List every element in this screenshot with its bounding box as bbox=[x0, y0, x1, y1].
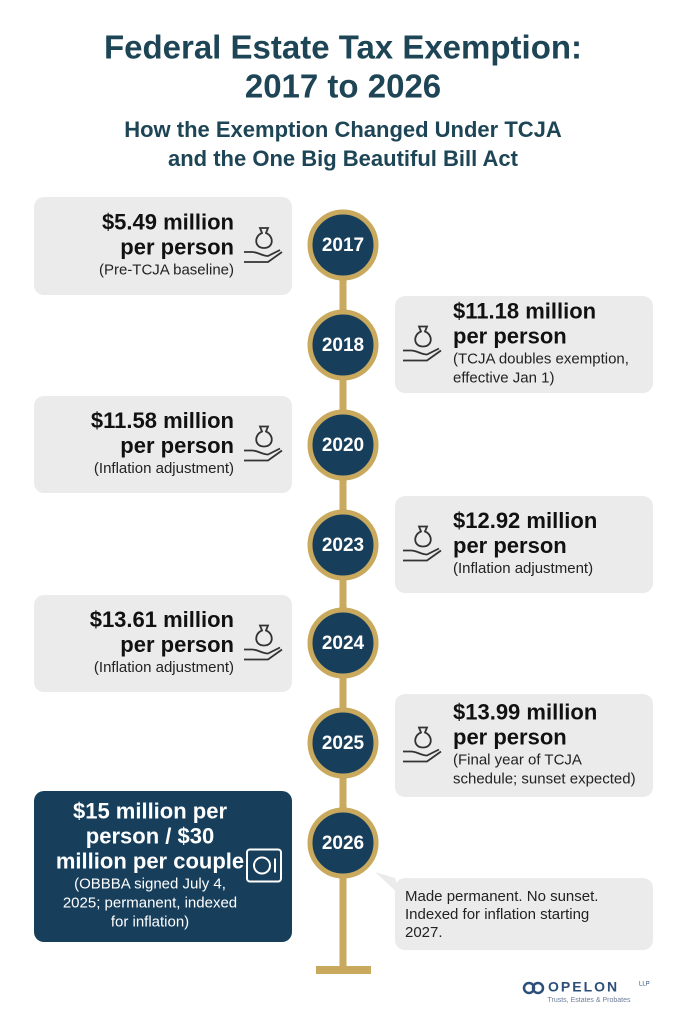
logo: OPELON LLP Trusts, Estates & Probates bbox=[522, 979, 650, 1004]
event-amount: $5.49 million bbox=[102, 209, 234, 234]
event-card bbox=[395, 296, 653, 393]
callout-text: Indexed for inflation starting bbox=[405, 906, 589, 923]
event-card bbox=[34, 595, 292, 692]
event-amount: person / $30 bbox=[86, 823, 214, 848]
title: Federal Estate Tax Exemption: bbox=[104, 29, 582, 66]
logo-tagline: Trusts, Estates & Probates bbox=[548, 997, 631, 1004]
icon bbox=[246, 848, 282, 883]
year-node bbox=[307, 309, 379, 381]
event-amount: $12.92 million bbox=[453, 508, 597, 533]
year-node bbox=[307, 409, 379, 481]
icon-hand bbox=[244, 249, 283, 263]
year-node bbox=[307, 509, 379, 581]
year-label: 2023 bbox=[322, 535, 364, 556]
event-note: (Inflation adjustment) bbox=[453, 560, 593, 577]
event-amount: per person bbox=[120, 433, 234, 458]
event-card bbox=[34, 197, 292, 295]
year-label: 2018 bbox=[322, 335, 364, 356]
year-label: 2017 bbox=[322, 235, 364, 256]
event-amount: per person bbox=[120, 632, 234, 657]
event-note: effective Jan 1) bbox=[453, 369, 554, 386]
icon-bag bbox=[255, 227, 273, 249]
icon-bag bbox=[255, 425, 273, 448]
event-amount: per person bbox=[453, 724, 567, 749]
event-note: (Inflation adjustment) bbox=[94, 659, 234, 676]
event-note: 2025; permanent, indexed bbox=[63, 894, 237, 911]
year-label: 2026 bbox=[322, 833, 364, 854]
logo-suffix: LLP bbox=[639, 982, 650, 988]
subtitle: How the Exemption Changed Under TCJA bbox=[124, 117, 562, 142]
icon-hand bbox=[403, 748, 442, 763]
callout-text: 2027. bbox=[405, 924, 443, 941]
timeline-base bbox=[316, 966, 371, 974]
callout-pointer bbox=[375, 872, 400, 895]
year-label: 2020 bbox=[322, 435, 364, 456]
icon-bag bbox=[414, 525, 432, 548]
icon-hand bbox=[244, 646, 283, 661]
logo-mark bbox=[531, 981, 545, 995]
icon bbox=[403, 325, 442, 362]
event-note: (Pre-TCJA baseline) bbox=[99, 261, 234, 278]
event-note: schedule; sunset expected) bbox=[453, 770, 636, 787]
icon-safe bbox=[246, 848, 282, 883]
icon-hand bbox=[244, 447, 283, 462]
year-node bbox=[307, 209, 379, 281]
logo-name: OPELON bbox=[548, 979, 619, 995]
callout-text: Made permanent. No sunset. bbox=[405, 888, 598, 905]
event-card bbox=[34, 396, 292, 493]
icon-bag bbox=[414, 726, 432, 749]
event-amount: $15 million per bbox=[73, 798, 227, 823]
event-amount: million per couple bbox=[56, 848, 244, 873]
event-amount: per person bbox=[453, 323, 567, 348]
event-note: (OBBBA signed July 4, bbox=[74, 875, 226, 892]
icon-bag bbox=[255, 624, 273, 647]
year-node bbox=[307, 707, 379, 779]
year-node bbox=[307, 607, 379, 679]
event-amount: $11.18 million bbox=[453, 298, 596, 323]
year-label: 2024 bbox=[322, 633, 365, 654]
icon bbox=[244, 227, 283, 263]
event-note: for inflation) bbox=[111, 913, 189, 930]
icon-hand bbox=[403, 347, 442, 362]
title: 2017 to 2026 bbox=[245, 68, 441, 105]
highlight-card bbox=[34, 791, 292, 942]
icon-hand bbox=[403, 547, 442, 562]
event-amount: $13.61 million bbox=[90, 607, 234, 632]
event-note: (TCJA doubles exemption, bbox=[453, 350, 629, 367]
event-amount: per person bbox=[120, 234, 234, 259]
event-note: (Inflation adjustment) bbox=[94, 460, 234, 477]
event-card bbox=[395, 694, 653, 797]
event-amount: $11.58 million bbox=[91, 408, 234, 433]
icon-dial bbox=[253, 856, 271, 875]
icon-bag bbox=[414, 325, 432, 348]
year-label: 2025 bbox=[322, 733, 365, 754]
icon bbox=[244, 425, 283, 462]
event-card bbox=[395, 496, 653, 593]
event-amount: $13.99 million bbox=[453, 699, 597, 724]
icon bbox=[244, 624, 283, 661]
icon bbox=[403, 525, 442, 562]
event-amount: per person bbox=[453, 533, 567, 558]
callout-card bbox=[395, 878, 653, 950]
year-node bbox=[307, 807, 379, 879]
icon bbox=[403, 726, 442, 763]
subtitle: and the One Big Beautiful Bill Act bbox=[168, 146, 519, 171]
event-note: (Final year of TCJA bbox=[453, 751, 582, 768]
